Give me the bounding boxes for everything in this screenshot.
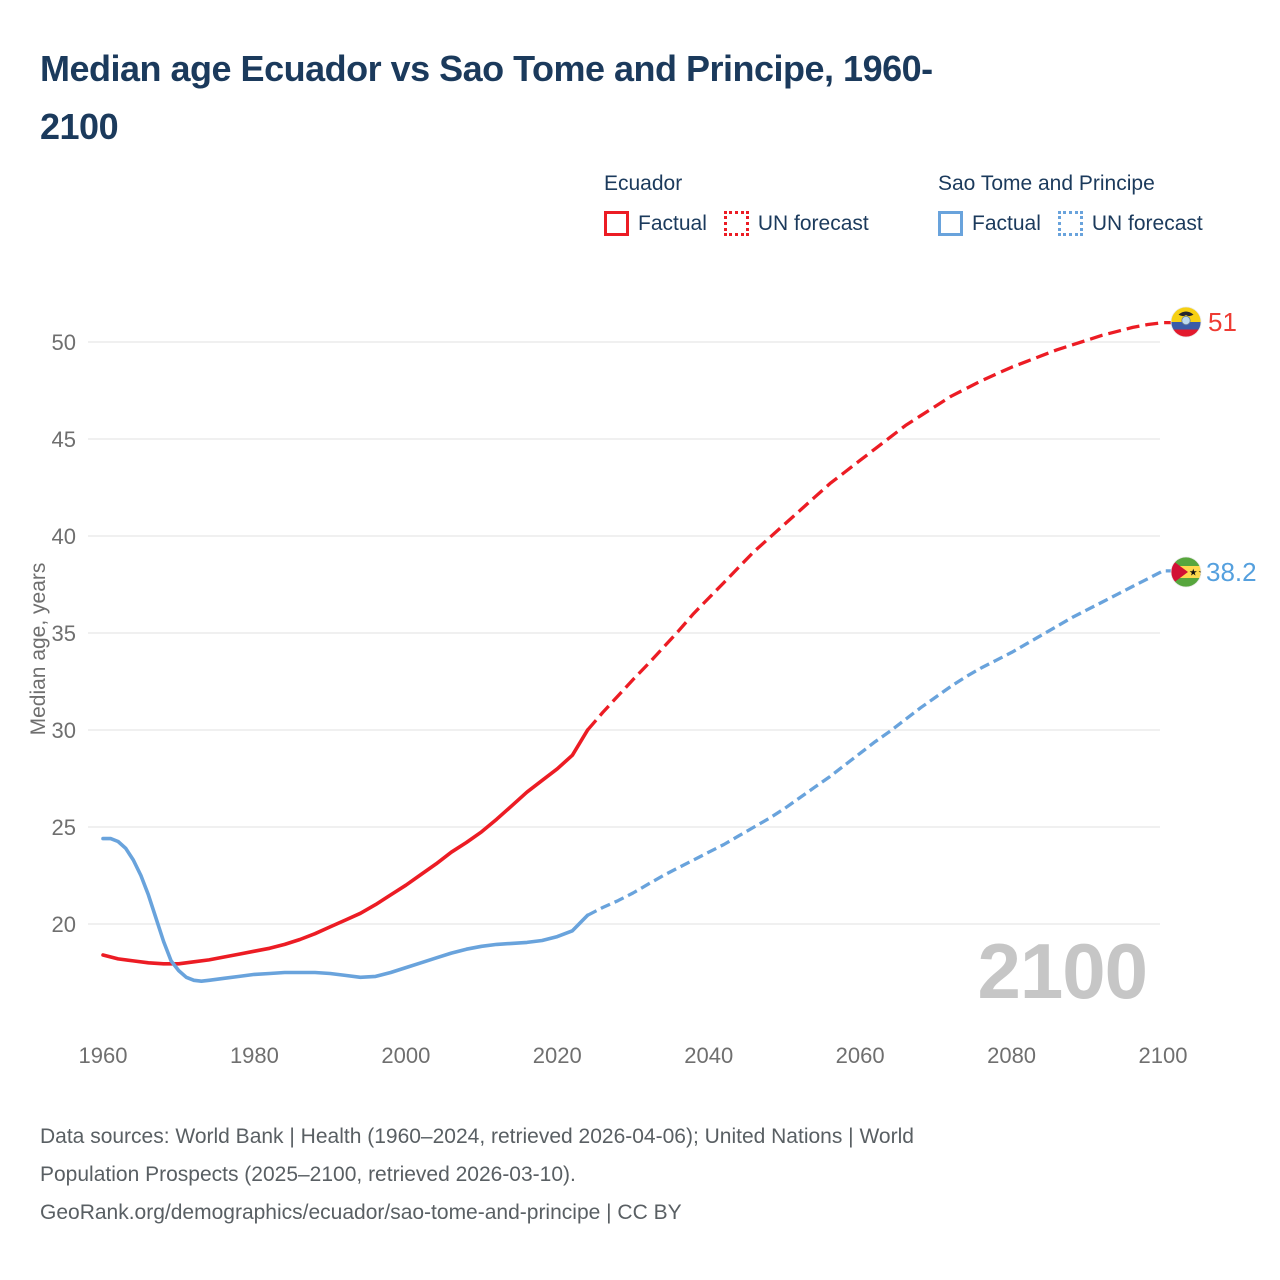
- legend-heading-ecuador: Ecuador: [604, 172, 683, 195]
- data-sources-line2: Population Prospects (2025–2100, retriev…: [40, 1163, 576, 1186]
- svg-text:★★: ★★: [1189, 568, 1207, 579]
- x-tick-label: 1960: [79, 1043, 128, 1068]
- legend-group-sao-tome: Sao Tome and Principe Factual UN forecas…: [938, 172, 1203, 237]
- page-title-line1: Median age Ecuador vs Sao Tome and Princ…: [40, 48, 933, 89]
- gridlines: [88, 341, 1160, 925]
- legend-item-label: UN forecast: [757, 211, 869, 235]
- x-tick-label: 2100: [1139, 1043, 1188, 1068]
- footer-attribution: Data sources: World Bank | Health (1960–…: [40, 1118, 1210, 1232]
- source-url: GeoRank.org/demographics/ecuador/sao-tom…: [40, 1201, 682, 1224]
- legend-row: Factual UN forecast: [604, 210, 869, 237]
- end-value-label-sao-tome: 38.2: [1206, 557, 1257, 587]
- end-value-label-ecuador: 51: [1208, 307, 1237, 337]
- legend-swatch-dotted-red-icon: [723, 211, 749, 236]
- legend-row: Factual UN forecast: [938, 210, 1203, 237]
- legend-swatch-solid-red-icon: [604, 211, 629, 236]
- y-tick-label: 40: [52, 524, 76, 549]
- data-series: [101, 320, 1173, 983]
- x-tick-label: 2080: [987, 1043, 1036, 1068]
- x-tick-label: 2020: [533, 1043, 582, 1068]
- series-line-sao-tome-and-principe-factual: [101, 836, 590, 983]
- legend-item-sao-tome-forecast: UN forecast: [1057, 211, 1203, 236]
- x-tick-label: 2040: [684, 1043, 733, 1068]
- page-title-line2: 2100: [40, 106, 119, 147]
- sao-tome-and-principe-flag-icon: ★★: [1170, 556, 1207, 588]
- legend-heading-sao-tome: Sao Tome and Principe: [938, 172, 1155, 195]
- y-tick-label: 35: [52, 621, 76, 646]
- legend-swatch-dotted-blue-icon: [1057, 211, 1083, 236]
- data-sources-line1: Data sources: World Bank | Health (1960–…: [40, 1125, 914, 1148]
- legend-swatch-solid-blue-icon: [938, 211, 963, 236]
- x-tick-label: 1980: [230, 1043, 279, 1068]
- y-tick-label: 20: [52, 912, 76, 937]
- legend-item-ecuador-factual: Factual: [604, 211, 707, 236]
- ecuador-flag-icon: [1170, 306, 1202, 338]
- y-axis-tick-labels: 20 25 30 35 40 45 50: [52, 330, 76, 937]
- x-tick-label: 2060: [836, 1043, 885, 1068]
- y-axis-title: Median age, years: [27, 563, 50, 736]
- legend-item-ecuador-forecast: UN forecast: [723, 211, 869, 236]
- page-title: Median age Ecuador vs Sao Tome and Princ…: [40, 40, 1200, 156]
- y-tick-label: 25: [52, 815, 76, 840]
- legend-group-ecuador: Ecuador Factual UN forecast: [604, 172, 869, 237]
- series-line-ecuador-un-forecast: [586, 320, 1173, 732]
- legend-item-sao-tome-factual: Factual: [938, 211, 1041, 236]
- x-tick-label: 2000: [381, 1043, 430, 1068]
- series-line-ecuador-factual: [101, 728, 590, 966]
- legend-item-label: Factual: [972, 211, 1041, 235]
- watermark: 2100: [977, 927, 1147, 1015]
- legend-item-label: UN forecast: [1091, 211, 1203, 235]
- y-tick-label: 30: [52, 718, 76, 743]
- y-tick-label: 50: [52, 330, 76, 355]
- series-line-sao-tome-and-principe-un-forecast: [586, 569, 1173, 917]
- y-tick-label: 45: [52, 427, 76, 452]
- legend-item-label: Factual: [638, 211, 707, 235]
- x-axis-tick-labels: 1960 1980 2000 2020 2040 2060 2080 2100: [79, 1043, 1188, 1068]
